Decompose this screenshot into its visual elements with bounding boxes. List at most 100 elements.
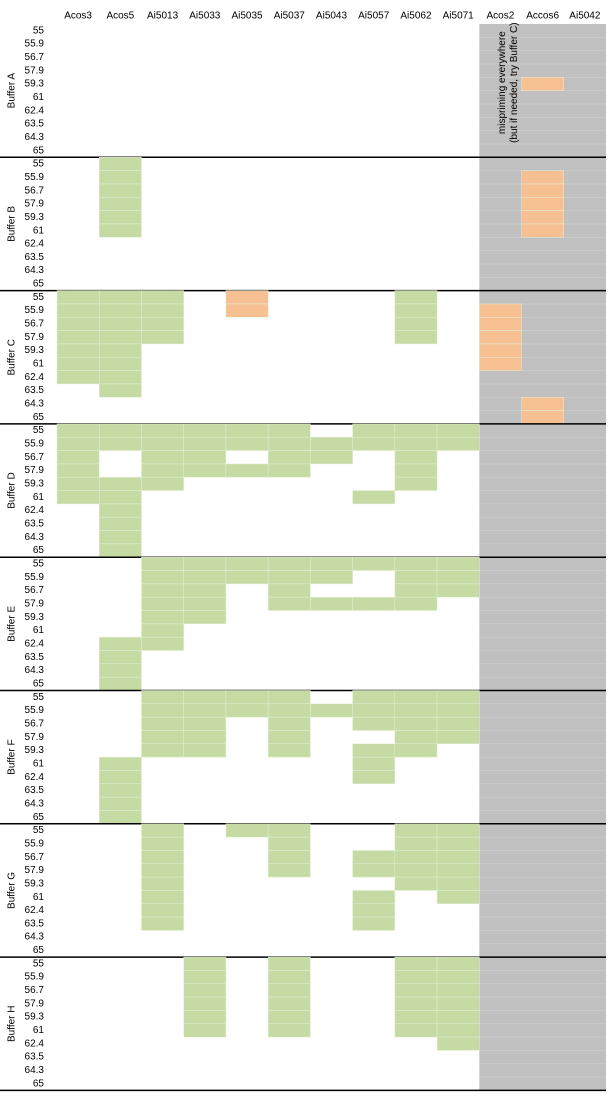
cell (267, 583, 311, 598)
temperature-label: 56.7 (25, 985, 45, 996)
cell (352, 903, 396, 918)
temperature-label: 59.3 (25, 79, 45, 90)
cell (352, 436, 396, 451)
temperature-label: 56.7 (25, 52, 45, 63)
cell (521, 77, 565, 91)
cell (56, 463, 100, 478)
temperature-label: 62.4 (25, 372, 45, 383)
cell (183, 1010, 227, 1024)
temperature-label: 55.9 (25, 39, 45, 50)
temperature-label: 61 (33, 492, 45, 503)
cell (141, 423, 184, 438)
temperature-label: 55.9 (25, 705, 45, 716)
cell (141, 436, 184, 451)
cell (183, 716, 227, 731)
cell (98, 476, 142, 491)
cell (521, 210, 565, 225)
temperature-label: 62.4 (25, 772, 45, 783)
temperature-label: 61 (33, 1025, 45, 1036)
cell (98, 796, 142, 811)
cell (267, 716, 311, 731)
cell (352, 690, 396, 705)
temperature-label: 57.9 (25, 732, 45, 743)
cell (141, 903, 184, 918)
cell (56, 343, 100, 358)
cell (267, 970, 311, 985)
temperature-label: 64.3 (25, 532, 45, 543)
cell (98, 383, 142, 398)
cell (98, 357, 142, 371)
temperature-label: 55.9 (25, 838, 45, 849)
cell (394, 463, 438, 478)
temperature-label: 57.9 (25, 65, 45, 76)
cell (141, 743, 184, 758)
temperature-label: 65 (33, 145, 45, 156)
cell (394, 876, 438, 891)
cell (394, 863, 438, 878)
cell (225, 703, 269, 718)
cell (141, 317, 184, 331)
cell (56, 303, 100, 318)
cell (98, 157, 142, 171)
cell (436, 1010, 480, 1024)
cell (98, 756, 142, 771)
temperature-label: 63.5 (25, 785, 45, 796)
cell (141, 730, 184, 745)
temperature-label: 63.5 (25, 119, 45, 130)
cell (267, 956, 311, 971)
cell (267, 450, 311, 465)
cell (310, 450, 353, 465)
column-header: Acos2 (487, 11, 515, 22)
cell (521, 170, 565, 185)
cell (98, 303, 142, 318)
cell (141, 623, 184, 638)
cell (183, 556, 227, 571)
cell (394, 970, 438, 985)
temperature-label: 65 (33, 945, 45, 956)
cell (98, 770, 142, 785)
cell (267, 690, 311, 705)
buffer-label: Buffer E (7, 606, 18, 642)
cell (183, 450, 227, 465)
temperature-label: 59.3 (25, 1012, 45, 1023)
cell (310, 436, 353, 451)
cell (98, 343, 142, 358)
cell (394, 1010, 438, 1024)
cell (98, 436, 142, 451)
cell (141, 476, 184, 491)
cell (394, 583, 438, 598)
column-header: Ai5043 (316, 11, 348, 22)
temperature-label: 64.3 (25, 399, 45, 410)
cell (98, 663, 142, 678)
cell (98, 810, 142, 825)
cell (267, 596, 311, 611)
temperature-label: 59.3 (25, 212, 45, 223)
temperature-label: 55.9 (25, 305, 45, 316)
cell (183, 703, 227, 718)
cell (183, 583, 227, 598)
temperature-label: 61 (33, 225, 45, 236)
cell (141, 303, 184, 318)
cell (141, 570, 184, 585)
cell (267, 996, 311, 1011)
temperature-label: 55 (33, 692, 45, 703)
cell (352, 916, 396, 931)
cell (436, 956, 480, 971)
cell (98, 210, 142, 225)
cell (352, 770, 396, 785)
temperature-label: 55.9 (25, 972, 45, 983)
cell (394, 303, 438, 318)
cell (183, 423, 227, 438)
buffer-label: Buffer G (7, 872, 18, 909)
temperature-label: 59.3 (25, 745, 45, 756)
cell (310, 570, 353, 585)
cell (436, 436, 480, 451)
cell (98, 423, 142, 438)
cell (436, 983, 480, 998)
cell (98, 170, 142, 185)
cell (225, 570, 269, 585)
temperature-label: 56.7 (25, 452, 45, 463)
cell (394, 1023, 438, 1038)
temperature-label: 55.9 (25, 439, 45, 450)
